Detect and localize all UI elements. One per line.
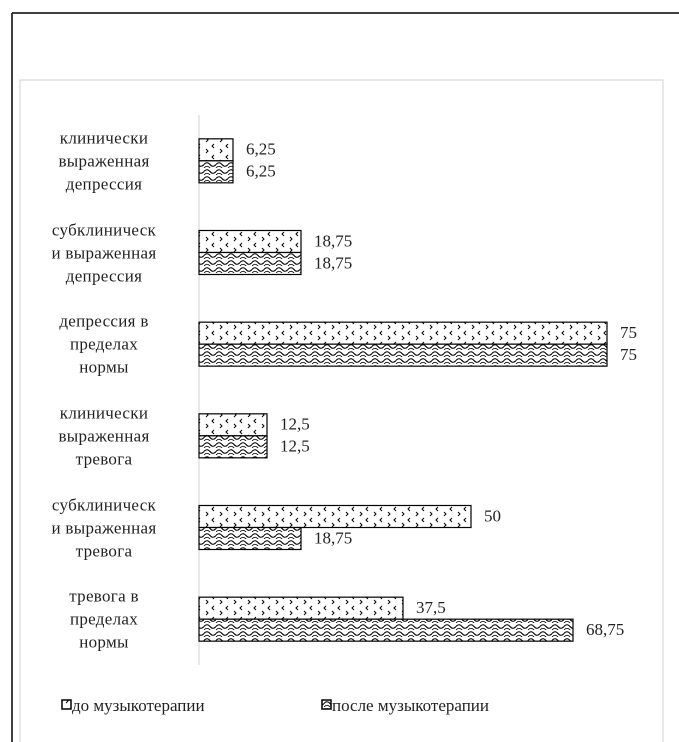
bar [198,251,302,276]
bar [198,596,404,620]
value-label: 68,75 [586,620,624,639]
category-label: депрессия в пределах нормы [59,311,149,377]
value-label: 18,75 [314,253,352,272]
bar [198,413,268,437]
bar [198,343,608,367]
value-label: 12,5 [280,437,310,456]
category-label: клинически выраженная депрессия [58,128,150,194]
legend-label: до музыкотерапии [72,696,205,715]
legend-swatch [61,699,72,710]
bar [198,618,574,642]
value-label: 18,75 [314,231,352,250]
bar [198,504,472,529]
value-label: 37,5 [416,598,446,617]
category-label: субклиническ и выраженная тревога [51,495,157,560]
bar [198,526,302,551]
plot-border [19,79,664,742]
value-label: 6,25 [246,140,276,159]
value-label: 75 [620,345,637,364]
value-label: 18,75 [314,528,352,547]
bar [198,229,302,254]
bar [198,138,234,162]
value-label: 12,5 [280,415,310,434]
value-label: 75 [620,323,637,342]
bar [198,321,608,345]
category-label: тревога в пределах нормы [69,586,139,652]
legend-swatch [321,699,332,710]
category-label: клинически выраженная тревога [58,403,150,469]
value-label: 6,25 [246,162,276,181]
bar [198,160,234,184]
bar [198,435,268,459]
category-label: субклиническ и выраженная депрессия [51,220,157,285]
value-label: 50 [484,506,501,525]
legend-label: после музыкотерапии [332,696,489,715]
